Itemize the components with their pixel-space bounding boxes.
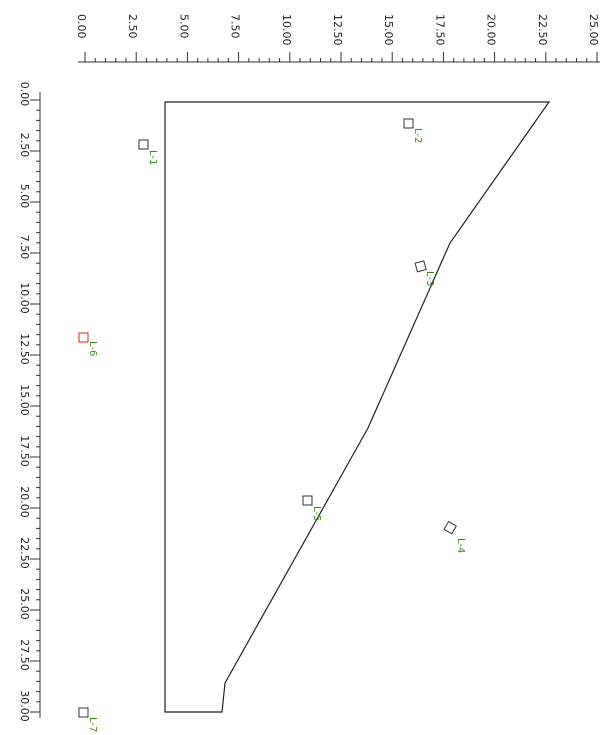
tick-label: 15.00: [382, 14, 395, 46]
tick-label: 2.50: [18, 133, 31, 158]
tick-label: 7.50: [229, 14, 242, 39]
site-outline: [164, 101, 551, 713]
marker-label: L-6: [87, 341, 98, 356]
marker-box: [302, 495, 313, 506]
tick-label: 7.50: [18, 235, 31, 260]
tick-label: 10.00: [280, 14, 293, 46]
tick-label: 20.00: [485, 14, 498, 45]
marker-label: L-3: [424, 271, 435, 286]
tick-label: 22.50: [536, 14, 549, 46]
tick-label: 17.50: [433, 14, 446, 46]
marker-label: L-1: [147, 150, 158, 165]
tick-label: 27.50: [18, 639, 31, 671]
tick-label: 25.00: [587, 14, 600, 46]
tick-label: 0.00: [18, 82, 31, 107]
marker-label: L-5: [311, 506, 322, 521]
marker-box: [443, 520, 458, 535]
marker-label: L-7: [87, 717, 98, 732]
marker-box: [78, 332, 89, 343]
tick-label: 12.50: [18, 333, 31, 365]
tick-label: 2.50: [126, 14, 139, 39]
tick-label: 10.00: [18, 282, 31, 314]
marker: L-3: [414, 260, 435, 286]
tick-label: 30.00: [18, 690, 31, 722]
marker: L-5: [302, 495, 322, 521]
tick-label: 12.50: [331, 14, 344, 46]
marker: L-6: [78, 332, 98, 356]
tick-label: 25.00: [18, 588, 31, 620]
marker: L-4: [443, 520, 466, 553]
marker-box: [138, 139, 149, 150]
marker: L-2: [403, 118, 423, 143]
tick-label: 5.00: [18, 184, 31, 209]
tick-label: 5.00: [177, 14, 190, 39]
marker: L-7: [78, 707, 98, 732]
marker-box: [414, 260, 427, 273]
tick-label: 0.00: [75, 14, 88, 39]
marker-box: [78, 707, 89, 718]
marker: L-1: [138, 139, 158, 165]
marker-label: L-4: [455, 538, 466, 553]
tick-label: 22.50: [18, 537, 31, 569]
marker-box: [403, 118, 414, 129]
marker-label: L-2: [412, 128, 423, 143]
tick-label: 20.00: [18, 486, 31, 518]
tick-label: 17.50: [18, 435, 31, 467]
tick-label: 15.00: [18, 384, 31, 416]
